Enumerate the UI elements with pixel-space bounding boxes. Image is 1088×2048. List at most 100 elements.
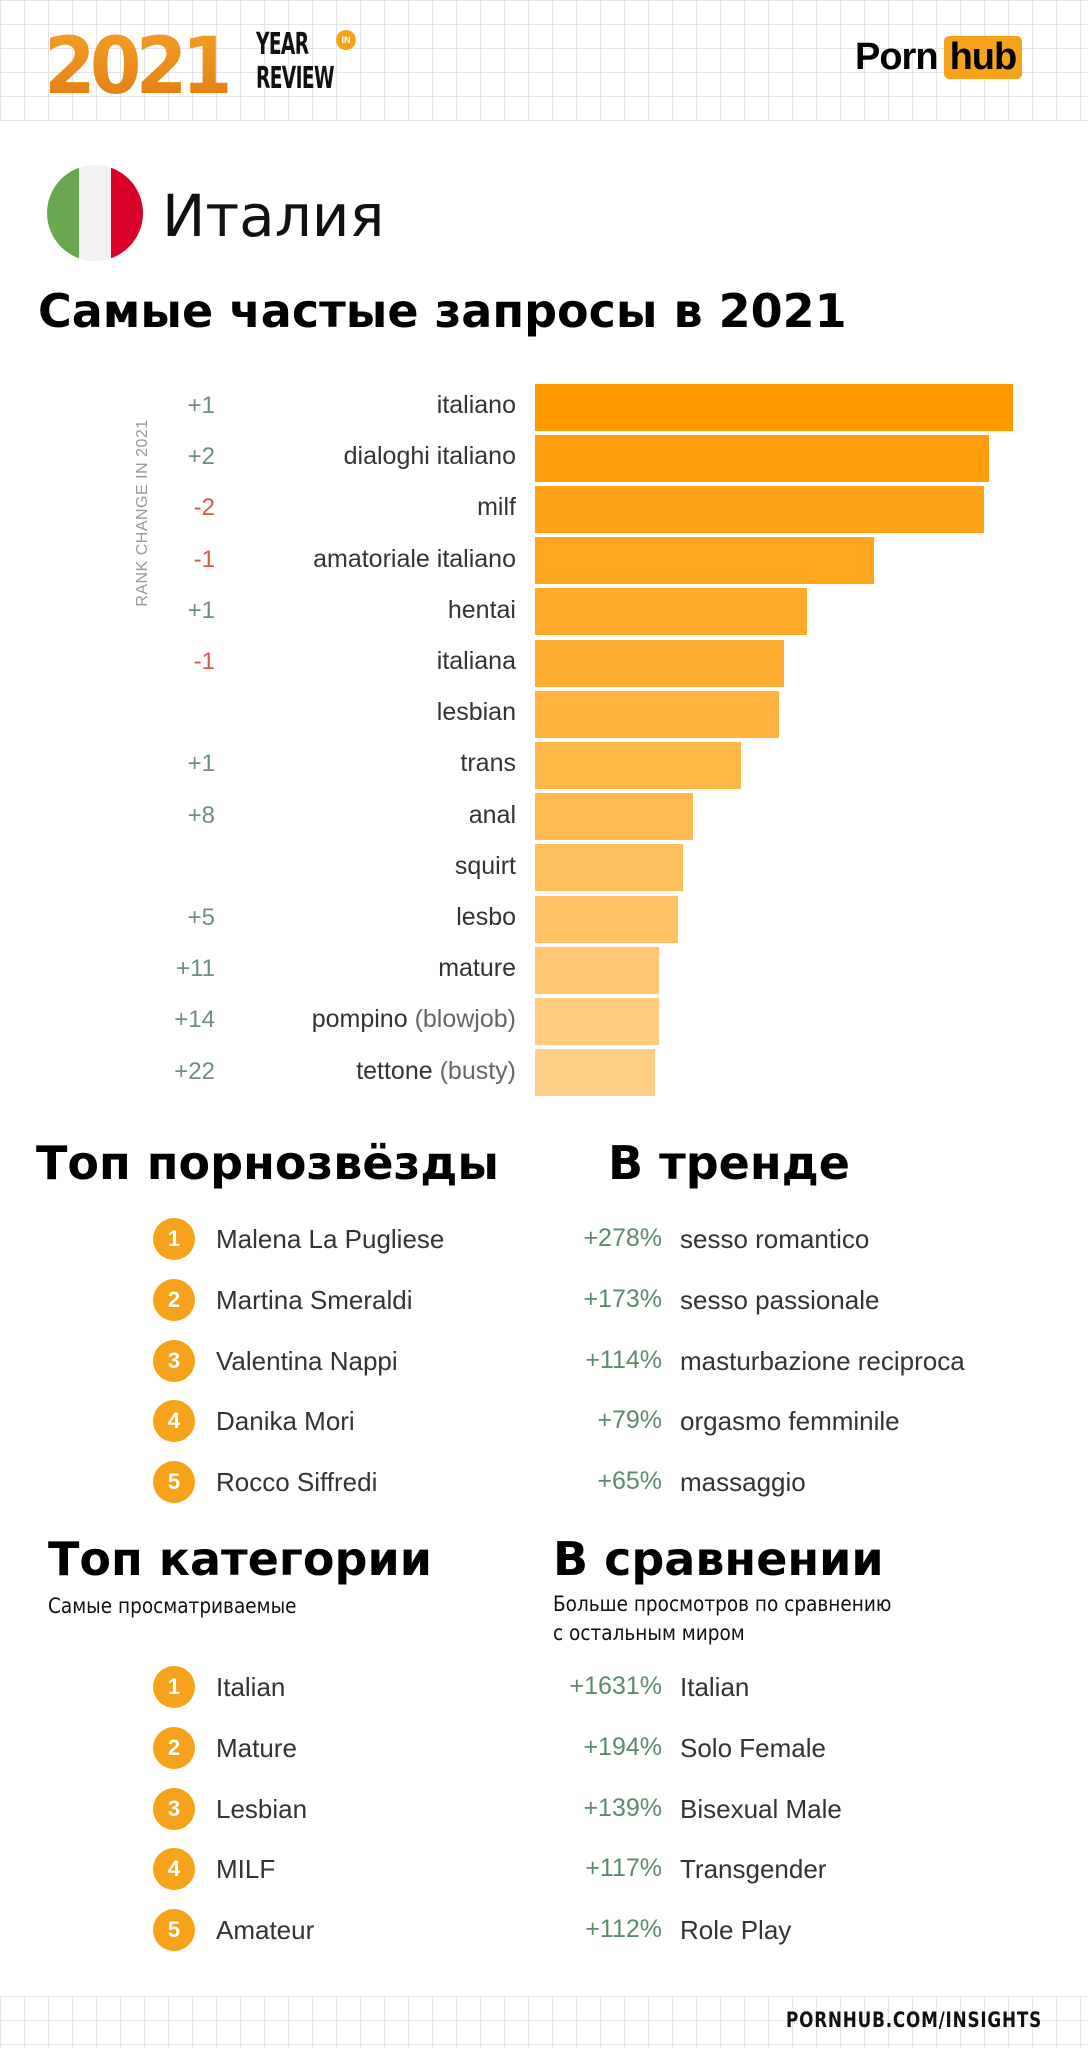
- bar-label-term: anal: [468, 800, 516, 829]
- pornstars-name: Danika Mori: [216, 1406, 355, 1437]
- logo-in-badge: IN: [336, 30, 356, 50]
- search-bar: [535, 997, 660, 1045]
- rank-change-value: -1: [193, 545, 215, 573]
- bar-label-term: lesbian: [436, 698, 516, 727]
- rank-badge: 4: [153, 1848, 195, 1891]
- pornstars-name: Rocco Siffredi: [216, 1467, 378, 1498]
- bar-label: amatoriale italiano: [313, 545, 516, 574]
- rank-change-value: -1: [193, 648, 215, 675]
- search-bar: [535, 588, 808, 636]
- rank-change-value: +1: [187, 392, 215, 419]
- trending-term: orgasmo femminile: [680, 1406, 900, 1437]
- bar-label-term: dialoghi italiano: [343, 442, 516, 471]
- rank-change-value: +5: [187, 904, 215, 931]
- trending-change: +173%: [583, 1284, 662, 1313]
- trending-term: sesso passionale: [680, 1284, 880, 1315]
- rank-badge: 5: [153, 1461, 195, 1504]
- brand-logo-part1: Porn: [855, 36, 939, 78]
- footer-insights-link: PORNHUB.COM/INSIGHTS: [785, 2008, 1042, 2032]
- rank-badge: 1: [153, 1218, 195, 1260]
- categories-name: Lesbian: [216, 1793, 308, 1824]
- bar-label-term: italiana: [436, 647, 516, 675]
- bar-label: pompino (blowjob): [312, 1005, 516, 1034]
- bar-label-term: mature: [438, 954, 516, 983]
- searches-title: Самые частые запросы в 2021: [38, 284, 847, 338]
- bar-label: mature: [438, 954, 516, 983]
- compare-change: +117%: [585, 1854, 662, 1883]
- bar-label: dialoghi italiano: [344, 442, 516, 471]
- country-name: Италия: [162, 182, 385, 250]
- bar-label-translation: (busty): [439, 1056, 516, 1085]
- categories-name: Amateur: [216, 1915, 315, 1946]
- search-bar: [535, 844, 684, 892]
- bar-label-term: pompino: [311, 1005, 408, 1034]
- trending-change: +278%: [583, 1224, 662, 1252]
- search-bar: [535, 383, 1013, 431]
- search-bar: [535, 895, 679, 943]
- rank-change-value: +14: [174, 1006, 215, 1034]
- flag-stripe: [111, 165, 143, 261]
- search-bar: [535, 741, 741, 789]
- rank-badge: 1: [153, 1666, 195, 1708]
- search-bar: [535, 793, 693, 841]
- rank-change-value: +22: [174, 1057, 215, 1085]
- compare-term: Solo Female: [680, 1732, 826, 1763]
- year-in-review-text: YEAR REVIEW: [256, 28, 334, 96]
- search-bar: [535, 537, 875, 585]
- bar-label-term: milf: [477, 493, 516, 522]
- year-in-review-logo: 2021: [44, 22, 233, 112]
- pornstars-title: Топ порнозвёзды: [36, 1136, 499, 1190]
- rank-change-value: +11: [176, 955, 215, 983]
- bar-label: squirt: [455, 852, 516, 881]
- pornstars-name: Malena La Pugliese: [216, 1224, 445, 1254]
- trending-term: sesso romantico: [680, 1224, 870, 1254]
- categories-name: Mature: [216, 1732, 297, 1763]
- bar-label: trans: [460, 749, 516, 778]
- rank-change-value: +1: [187, 596, 215, 624]
- logo-review-word: REVIEW: [256, 61, 334, 96]
- bar-label-term: squirt: [454, 851, 516, 880]
- compare-change: +1631%: [569, 1672, 662, 1700]
- compare-change: +139%: [583, 1793, 662, 1822]
- compare-term: Italian: [680, 1672, 750, 1702]
- bar-label: milf: [477, 493, 516, 522]
- compare-title: В сравнении: [553, 1532, 884, 1586]
- search-bar: [535, 434, 990, 482]
- logo-year-word: YEAR: [256, 27, 309, 62]
- trending-change: +114%: [585, 1345, 662, 1374]
- compare-subtitle-line1: Больше просмотров по сравнению: [553, 1592, 892, 1616]
- flag-stripe: [79, 165, 111, 261]
- compare-subtitle-line2: с остальным миром: [553, 1621, 745, 1645]
- categories-subtitle: Самые просматриваемые: [48, 1594, 297, 1618]
- rank-badge: 4: [153, 1400, 195, 1443]
- search-bar: [535, 946, 660, 994]
- trending-change: +65%: [597, 1467, 662, 1496]
- compare-term: Bisexual Male: [680, 1793, 842, 1824]
- compare-change: +112%: [585, 1915, 662, 1944]
- bar-label: italiana: [437, 647, 516, 676]
- rank-badge: 3: [153, 1339, 195, 1382]
- brand-logo-part2: hub: [943, 36, 1023, 79]
- search-bar: [535, 1049, 655, 1097]
- trending-term: massaggio: [680, 1467, 806, 1498]
- compare-change: +194%: [583, 1732, 662, 1761]
- rank-badge: 2: [153, 1726, 195, 1769]
- trending-title: В тренде: [608, 1136, 850, 1190]
- italy-flag-icon: [47, 165, 143, 261]
- compare-subtitle: Больше просмотров по сравнению с остальны…: [553, 1590, 891, 1648]
- categories-name: Italian: [216, 1672, 286, 1702]
- header-grid-background: [0, 0, 1088, 122]
- categories-name: MILF: [216, 1854, 276, 1885]
- bar-label: lesbian: [437, 698, 516, 727]
- footer-grid-background: [0, 1996, 1088, 2048]
- rank-change-value: -2: [193, 494, 215, 522]
- bar-label: hentai: [448, 596, 516, 625]
- rank-badge: 3: [153, 1787, 195, 1830]
- flag-stripe: [47, 165, 79, 261]
- compare-term: Transgender: [680, 1854, 827, 1885]
- rank-change-value: +1: [187, 750, 215, 778]
- bar-label-term: trans: [460, 749, 516, 778]
- bar-label: italiano: [437, 391, 516, 420]
- search-bar: [535, 690, 779, 738]
- bar-label-term: italiano: [436, 391, 516, 419]
